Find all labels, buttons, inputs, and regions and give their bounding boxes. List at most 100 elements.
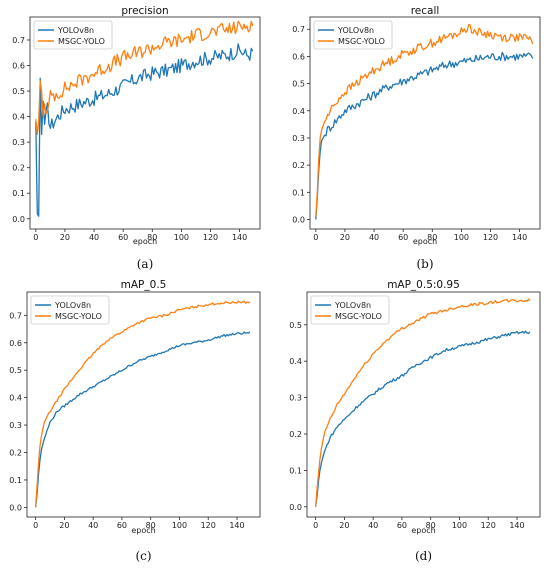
x-tick-label: 120 <box>483 233 498 242</box>
y-tick-label: 0.5 <box>12 87 25 96</box>
y-tick-label: 0.0 <box>9 503 22 512</box>
chart-panel-0: precision 0 20 40 60 80 100 120 140 0.0 0.1 0.2 0.3 0… <box>12 5 261 271</box>
y-tick-label: 0.2 <box>12 164 25 173</box>
legend-entry: MSGC-YOLO <box>58 37 105 46</box>
y-tick-label: 0.0 <box>292 215 305 224</box>
x-tick-label: 100 <box>172 521 187 530</box>
x-tick-label: 100 <box>452 521 467 530</box>
legend-box <box>313 20 393 50</box>
x-tick-label: 80 <box>426 521 436 530</box>
y-tick-label: 0.6 <box>292 52 305 61</box>
legend: YOLOv8n MSGC-YOLO <box>30 295 110 325</box>
x-tick-label: 0 <box>33 233 38 242</box>
legend: YOLOv8n MSGC-YOLO <box>33 20 113 50</box>
x-tick-label: 20 <box>59 521 69 530</box>
x-tick-label: 60 <box>118 233 128 242</box>
y-tick-label: 0.5 <box>289 321 302 330</box>
y-tick-label: 0.6 <box>12 62 25 71</box>
series-line-yolov8n <box>35 43 254 217</box>
x-tick-label: 0 <box>33 521 38 530</box>
y-tick-label: 0.6 <box>9 339 22 348</box>
panel-caption: (b) <box>416 257 433 271</box>
x-tick-label: 120 <box>481 521 496 530</box>
x-tick-label: 60 <box>397 521 407 530</box>
y-tick-label: 0.4 <box>9 394 22 403</box>
x-tick-label: 20 <box>60 233 70 242</box>
x-tick-label: 80 <box>146 521 156 530</box>
series-line-msgc-yolo <box>315 24 534 217</box>
y-tick-label: 0.0 <box>12 215 25 224</box>
x-tick-label: 120 <box>203 233 218 242</box>
series-line-msgc-yolo <box>34 300 251 508</box>
chart-title: mAP_0.5:0.95 <box>387 279 460 291</box>
x-axis-label: epoch <box>133 237 157 246</box>
x-tick-label: 20 <box>340 233 350 242</box>
legend-entry: MSGC-YOLO <box>55 312 102 321</box>
axes-frame <box>309 16 541 230</box>
x-tick-label: 60 <box>398 233 408 242</box>
legend-box <box>30 295 110 325</box>
legend: YOLOv8n MSGC-YOLO <box>313 20 393 50</box>
x-tick-label: 140 <box>232 233 247 242</box>
legend-box <box>310 295 390 325</box>
x-tick-label: 20 <box>339 521 349 530</box>
series-line-yolov8n <box>315 51 534 220</box>
x-tick-label: 120 <box>201 521 216 530</box>
chart-panel-2: mAP_0.5 0 20 40 60 80 100 120 140 0.0 0.1 0.2 0.3 0.4… <box>9 279 261 563</box>
chart-title: precision <box>121 5 168 17</box>
y-tick-label: 0.1 <box>289 466 302 475</box>
y-tick-label: 0.2 <box>289 430 302 439</box>
y-tick-label: 0.1 <box>12 189 25 198</box>
legend-entry: MSGC-YOLO <box>335 312 382 321</box>
y-tick-label: 0.5 <box>9 366 22 375</box>
y-tick-label: 0.2 <box>9 449 22 458</box>
y-tick-label: 0.2 <box>292 161 305 170</box>
chart-title: recall <box>411 5 440 17</box>
series-line-msgc-yolo <box>314 298 531 507</box>
x-tick-label: 40 <box>88 521 98 530</box>
legend-entry: YOLOv8n <box>54 301 91 310</box>
chart-panel-1: recall 0 20 40 60 80 100 120 140 0.0 0.1 0.2 0.3 0.4 0… <box>292 5 541 271</box>
x-tick-label: 100 <box>174 233 189 242</box>
y-tick-label: 0.1 <box>292 188 305 197</box>
axes-frame <box>306 291 541 518</box>
legend-entry: MSGC-YOLO <box>338 37 385 46</box>
y-tick-label: 0.4 <box>292 107 305 116</box>
legend-entry: YOLOv8n <box>334 301 371 310</box>
panel-caption: (c) <box>135 549 151 563</box>
x-tick-label: 140 <box>512 233 527 242</box>
y-tick-label: 0.0 <box>289 503 302 512</box>
x-tick-label: 0 <box>313 521 318 530</box>
y-tick-label: 0.7 <box>9 311 22 320</box>
y-tick-label: 0.5 <box>292 80 305 89</box>
series-line-msgc-yolo <box>35 20 254 136</box>
x-tick-label: 40 <box>368 521 378 530</box>
legend: YOLOv8n MSGC-YOLO <box>310 295 390 325</box>
y-tick-label: 0.7 <box>12 36 25 45</box>
series-line-yolov8n <box>314 330 531 507</box>
chart-title: mAP_0.5 <box>121 279 167 291</box>
x-tick-label: 80 <box>427 233 437 242</box>
y-tick-label: 0.3 <box>289 394 302 403</box>
x-axis-label: epoch <box>411 526 435 535</box>
x-tick-label: 80 <box>147 233 157 242</box>
panel-caption: (d) <box>415 549 432 563</box>
panel-caption: (a) <box>137 257 154 271</box>
x-axis-label: epoch <box>413 237 437 246</box>
legend-box <box>33 20 113 50</box>
x-tick-label: 0 <box>313 233 318 242</box>
y-tick-label: 0.4 <box>289 357 302 366</box>
y-tick-label: 0.3 <box>12 138 25 147</box>
legend-entry: YOLOv8n <box>337 26 374 35</box>
y-tick-label: 0.7 <box>292 25 305 34</box>
x-tick-label: 140 <box>229 521 244 530</box>
y-tick-label: 0.1 <box>9 476 22 485</box>
chart-panel-3: mAP_0.5:0.95 0 20 40 60 80 100 120 140 0.0 0.1 0.2 0… <box>289 279 541 563</box>
x-tick-label: 140 <box>509 521 524 530</box>
axes-frame <box>29 16 261 230</box>
series-line-yolov8n <box>34 331 251 508</box>
y-tick-label: 0.3 <box>292 134 305 143</box>
x-tick-label: 100 <box>454 233 469 242</box>
x-tick-label: 40 <box>89 233 99 242</box>
